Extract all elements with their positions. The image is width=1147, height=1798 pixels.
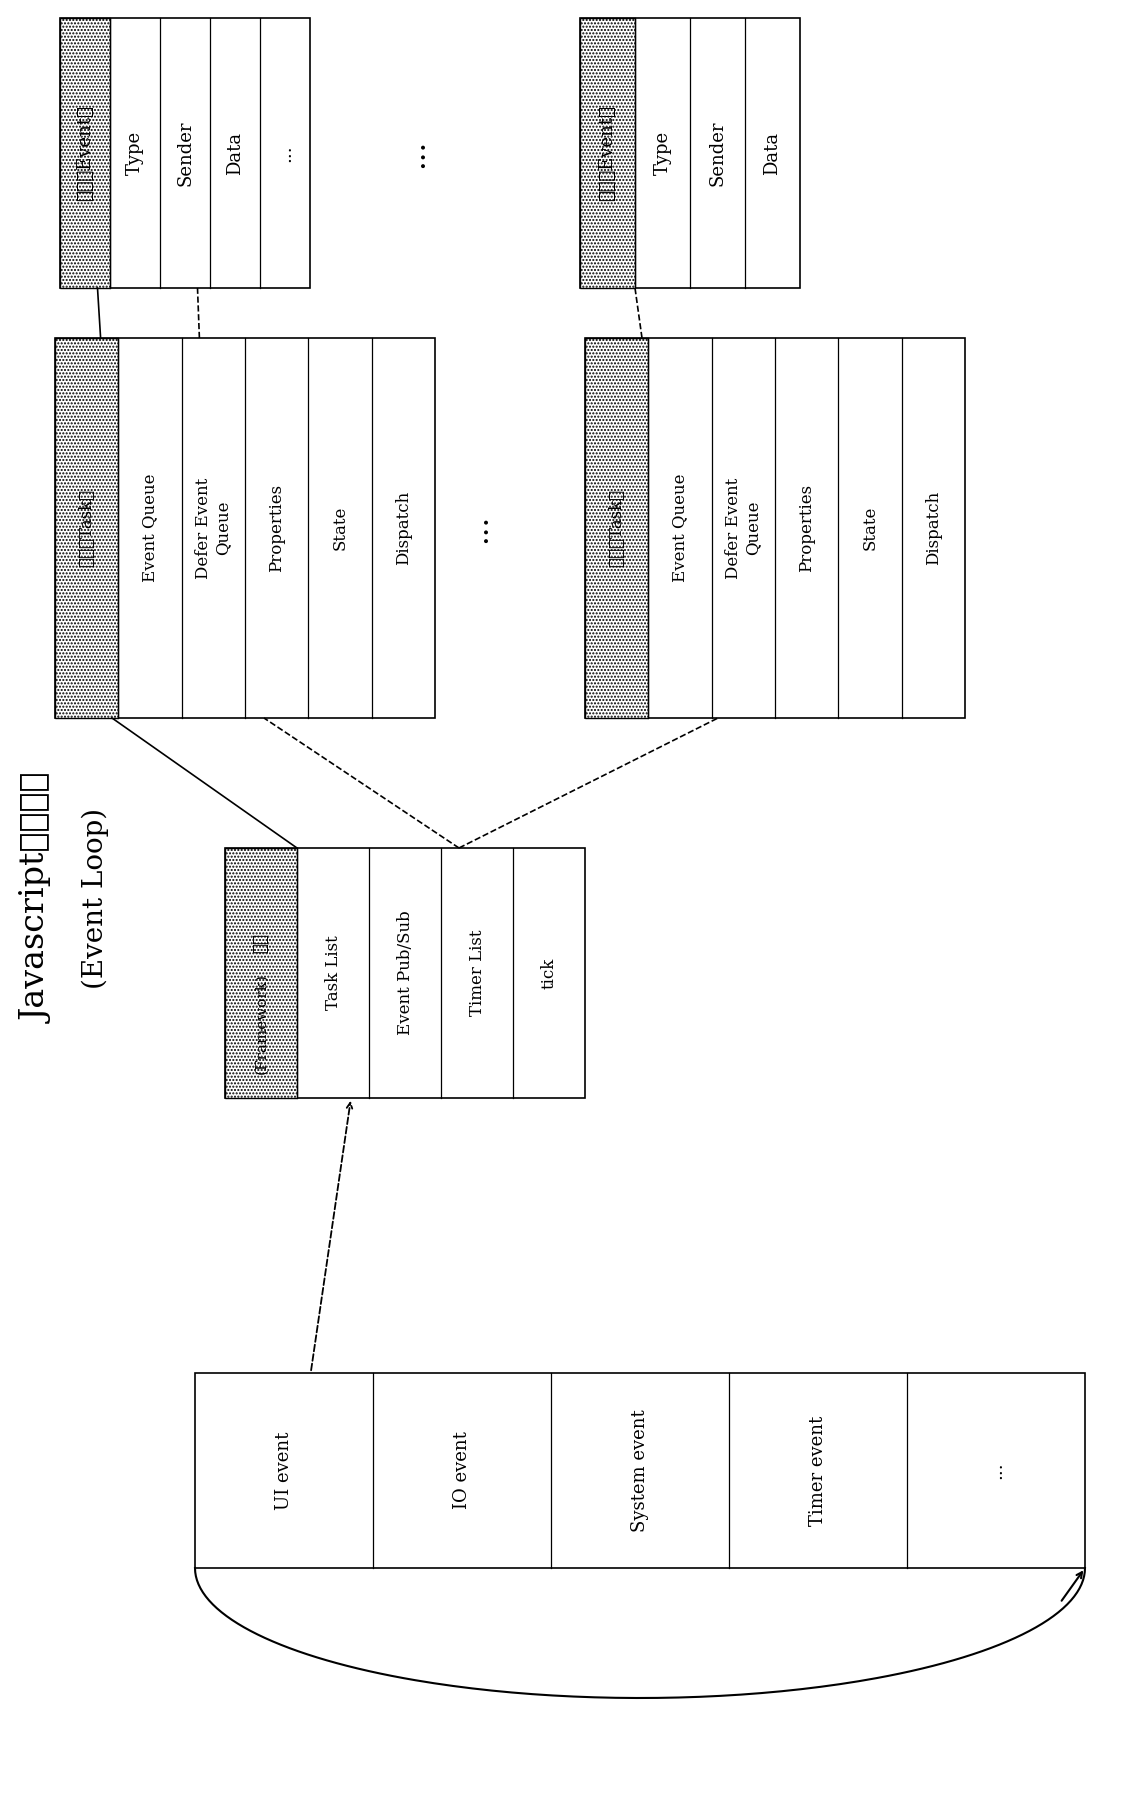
Text: 事件（Event）: 事件（Event） — [599, 104, 616, 201]
Text: Event Queue: Event Queue — [671, 473, 688, 583]
Text: ...: ... — [988, 1462, 1005, 1480]
Text: Type: Type — [126, 131, 145, 174]
Bar — [55, 338, 118, 717]
Bar — [55, 338, 435, 717]
Text: System event: System event — [631, 1410, 649, 1532]
Bar — [60, 18, 110, 288]
Bar — [585, 338, 965, 717]
Text: 框架: 框架 — [252, 933, 270, 953]
Text: ...: ... — [399, 138, 430, 167]
Text: Event Queue: Event Queue — [141, 473, 158, 583]
Text: State: State — [331, 505, 349, 550]
Text: Data: Data — [226, 131, 244, 174]
Text: Defer Event
Queue: Defer Event Queue — [725, 478, 762, 579]
Bar — [195, 1374, 1085, 1568]
Bar — [580, 18, 635, 288]
Text: Sender: Sender — [175, 120, 194, 185]
Text: Sender: Sender — [709, 120, 726, 185]
Text: (Event Loop): (Event Loop) — [81, 807, 109, 989]
Bar — [580, 18, 799, 288]
Text: UI event: UI event — [275, 1431, 292, 1510]
Text: Timer event: Timer event — [809, 1415, 827, 1527]
Text: Type: Type — [654, 131, 671, 174]
Text: 任务（Task）: 任务（Task） — [78, 489, 95, 566]
Text: ...: ... — [462, 514, 493, 543]
Text: Properties: Properties — [268, 484, 286, 572]
Bar — [60, 18, 310, 288]
Text: Task List: Task List — [325, 935, 342, 1010]
Text: 任务（Task）: 任务（Task） — [608, 489, 625, 566]
Text: 事件（Event）: 事件（Event） — [76, 104, 94, 201]
Text: Javascript事件循环: Javascript事件循环 — [22, 773, 54, 1023]
Text: Timer List: Timer List — [468, 930, 485, 1016]
Text: (Framework): (Framework) — [253, 973, 268, 1073]
Bar — [225, 849, 297, 1099]
Text: State: State — [861, 505, 879, 550]
Text: IO event: IO event — [453, 1431, 471, 1510]
Text: Dispatch: Dispatch — [395, 491, 412, 565]
Bar — [585, 338, 648, 717]
Text: Data: Data — [764, 131, 781, 174]
Text: tick: tick — [540, 957, 557, 989]
Text: Event Pub/Sub: Event Pub/Sub — [397, 910, 414, 1036]
Text: Properties: Properties — [798, 484, 816, 572]
Text: ...: ... — [276, 144, 294, 162]
Text: Defer Event
Queue: Defer Event Queue — [195, 478, 232, 579]
Bar — [225, 849, 585, 1099]
Text: Dispatch: Dispatch — [924, 491, 942, 565]
